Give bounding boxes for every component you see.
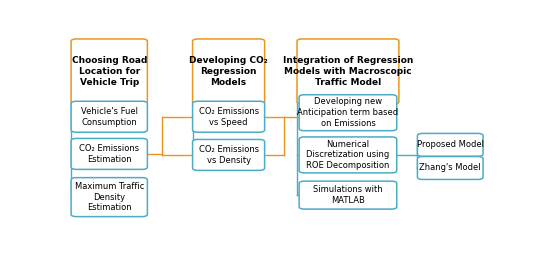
Text: Integration of Regression
Models with Macroscopic
Traffic Model: Integration of Regression Models with Ma…	[283, 56, 413, 87]
FancyBboxPatch shape	[299, 137, 397, 173]
FancyBboxPatch shape	[192, 139, 265, 170]
FancyBboxPatch shape	[71, 39, 147, 104]
Text: Developing CO₂
Regression
Models: Developing CO₂ Regression Models	[189, 56, 268, 87]
FancyBboxPatch shape	[192, 101, 265, 132]
Text: CO₂ Emissions
vs Speed: CO₂ Emissions vs Speed	[199, 107, 258, 127]
Text: Developing new
Anticipation term based
on Emissions: Developing new Anticipation term based o…	[298, 97, 399, 128]
FancyBboxPatch shape	[192, 39, 265, 104]
FancyBboxPatch shape	[71, 138, 147, 169]
Text: Numerical
Discretization using
ROE Decomposition: Numerical Discretization using ROE Decom…	[306, 140, 389, 170]
Text: Vehicle's Fuel
Consumption: Vehicle's Fuel Consumption	[81, 107, 138, 127]
FancyBboxPatch shape	[299, 95, 397, 131]
Text: Simulations with
MATLAB: Simulations with MATLAB	[313, 185, 383, 205]
FancyBboxPatch shape	[417, 133, 483, 156]
Text: Maximum Traffic
Density
Estimation: Maximum Traffic Density Estimation	[75, 182, 144, 212]
FancyBboxPatch shape	[71, 101, 147, 132]
FancyBboxPatch shape	[71, 178, 147, 217]
Text: Zhang's Model: Zhang's Model	[420, 163, 481, 173]
FancyBboxPatch shape	[299, 181, 397, 209]
Text: CO₂ Emissions
vs Density: CO₂ Emissions vs Density	[199, 145, 258, 165]
FancyBboxPatch shape	[417, 157, 483, 179]
Text: CO₂ Emissions
Estimation: CO₂ Emissions Estimation	[79, 144, 139, 164]
Text: Proposed Model: Proposed Model	[417, 140, 484, 149]
Text: Choosing Road
Location for
Vehicle Trip: Choosing Road Location for Vehicle Trip	[72, 56, 147, 87]
FancyBboxPatch shape	[297, 39, 399, 104]
